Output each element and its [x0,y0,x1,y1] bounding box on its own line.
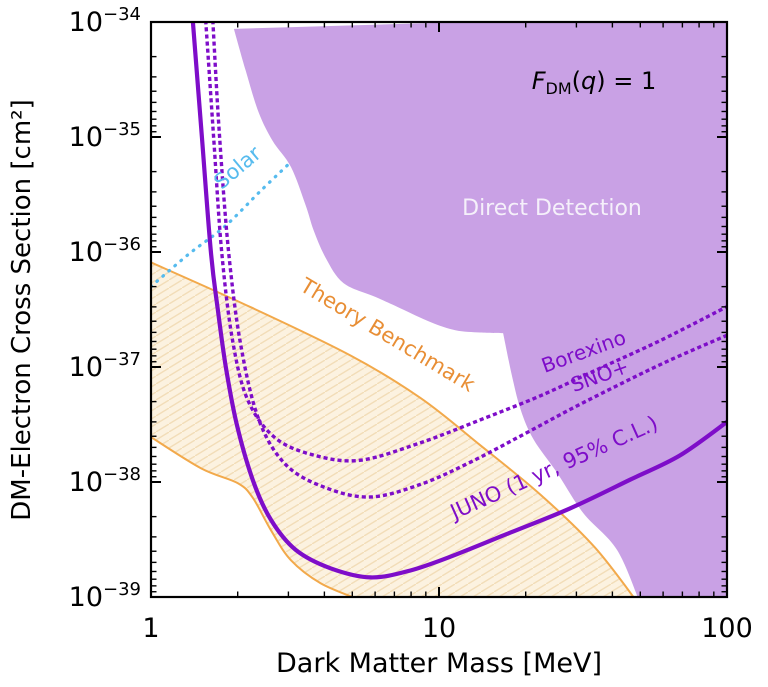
annotation-sub-DM: DM [546,79,572,98]
series-borexino-line [204,22,727,463]
form-factor-annotation: FDM(q) = 1 [532,67,657,98]
curve-label-solar: Solar [209,141,266,194]
annotation-tail: ) = 1 [596,67,656,95]
x-tick-label-10: 10 [422,613,456,644]
y-tick-label-part: 10 [69,582,103,613]
y-tick-label-part: −34 [103,4,141,25]
y-tick-label: 10−38 [69,464,141,498]
y-tick-label-part: −38 [103,464,141,485]
y-tick-label-part: 10 [69,7,103,38]
regions-layer [151,22,727,597]
curves-layer [151,22,727,580]
x-tick-label-1: 1 [142,613,159,644]
region-direct-detection [233,22,727,597]
y-tick-label: 10−35 [69,119,141,153]
y-tick-label-part: 10 [69,467,103,498]
series-juno-1-yr-95-c-l--line [190,22,727,580]
y-tick-label-part: 10 [69,237,103,268]
y-tick-label-part: −35 [103,119,141,140]
theory-upper-boundary [151,261,635,597]
x-tick-label-100: 100 [701,613,753,644]
y-tick-label: 10−39 [69,579,141,613]
annotation-q: q [581,67,596,95]
direct-detection-region-label: Direct Detection [462,196,642,221]
series-solar-line [151,160,293,289]
theory-lower-boundary [151,436,356,597]
series-sno--line [211,22,727,499]
y-tick-label: 10−36 [69,234,141,268]
y-axis-title: DM-Electron Cross Section [cm²] [7,99,37,520]
y-tick-label: 10−37 [69,349,141,383]
y-tick-label-part: −39 [103,579,141,600]
annotation-F: F [532,67,547,95]
y-tick-label-part: 10 [69,122,103,153]
y-tick-label-part: 10 [69,352,103,383]
y-tick-label-part: −37 [103,349,141,370]
y-tick-label: 10−34 [69,4,141,38]
y-tick-label-part: −36 [103,234,141,255]
plot-frame [149,20,729,599]
annotation-open-paren: ( [572,67,581,95]
x-axis-title: Dark Matter Mass [MeV] [276,648,602,679]
region-theory-benchmark-hatch [151,262,634,597]
